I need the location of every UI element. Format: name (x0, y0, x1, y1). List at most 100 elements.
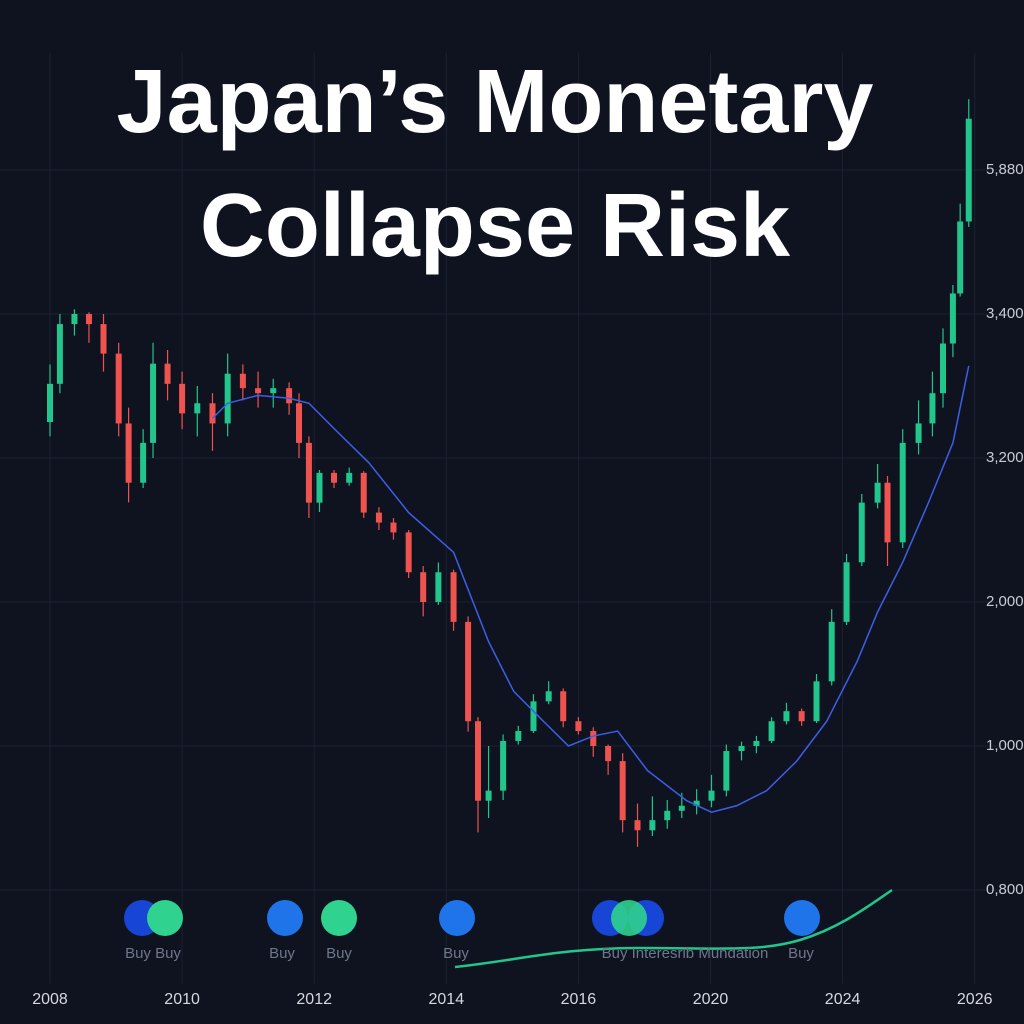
candle-body (530, 701, 537, 732)
candle-body (575, 721, 582, 732)
candle-body (179, 383, 186, 414)
candle-body (435, 572, 442, 602)
x-tick-label: 2020 (693, 991, 729, 1008)
y-tick-label: 1,000 (986, 737, 1024, 754)
annotation: Buy (269, 945, 295, 962)
marker (439, 900, 475, 936)
candle-body (125, 423, 132, 483)
candle-body (296, 403, 303, 443)
candle-body (209, 403, 216, 424)
marker (784, 900, 820, 936)
annotation: Buy (788, 945, 814, 962)
candle-body (71, 314, 78, 325)
candle-body (664, 810, 671, 821)
x-tick-label: 2016 (561, 991, 597, 1008)
signal-markers: Buy Buy Buy Buy Buy Buy Interesrib Muhda… (124, 900, 820, 962)
candle-body (768, 721, 775, 741)
candle-body (843, 562, 850, 622)
candle-body (485, 790, 492, 801)
candle-body (939, 343, 946, 394)
candle-body (929, 393, 936, 424)
candle-body (450, 572, 457, 622)
candle-body (47, 383, 53, 422)
candle-body (164, 363, 171, 384)
x-tick-label: 2026 (957, 991, 993, 1008)
annotation: Buy Buy (125, 945, 181, 962)
candle-body (949, 293, 956, 344)
y-tick-label: 2,000 (986, 593, 1024, 610)
candle-body (150, 363, 157, 443)
candle-body (678, 805, 685, 811)
candle-body (224, 373, 231, 424)
candle-body (286, 388, 293, 404)
x-tick-label: 2012 (296, 991, 332, 1008)
candle-body (305, 442, 312, 503)
candle-body (798, 711, 805, 722)
candle-body (874, 482, 881, 503)
candle-body (85, 314, 92, 325)
annotation: Buy (326, 945, 352, 962)
candle-body (500, 740, 507, 791)
candle-body (915, 423, 922, 443)
candle-body (239, 373, 246, 389)
candle-body (194, 403, 201, 414)
candle-body (708, 790, 715, 801)
candle-body (560, 691, 567, 722)
candle-body (634, 820, 641, 831)
candle-body (649, 820, 656, 831)
marker (147, 900, 183, 936)
candle-body (255, 388, 262, 394)
marker (611, 900, 647, 936)
y-tick-label: 3,200 (986, 449, 1024, 466)
x-tick-label: 2014 (429, 991, 465, 1008)
x-tick-label: 2008 (32, 991, 68, 1008)
marks (47, 99, 972, 847)
candle-body (957, 221, 964, 294)
candle-body (965, 118, 972, 222)
candle-body (813, 681, 820, 722)
candle-body (884, 482, 891, 543)
y-tick-label: 3,400 (986, 305, 1024, 322)
candle-body (723, 751, 730, 791)
candle-body (590, 731, 597, 746)
grid (0, 52, 1002, 984)
candle-body (115, 353, 122, 424)
candle-body (899, 442, 906, 543)
y-tick-label: 5,880 (986, 161, 1024, 178)
candle-body (100, 324, 107, 354)
annotation: Buy Interesrib Muhdation (602, 945, 769, 962)
candle-body (405, 532, 412, 573)
candle-body (515, 731, 522, 741)
marker (267, 900, 303, 936)
marker (321, 900, 357, 936)
candle-body (420, 572, 427, 602)
decor-curve (454, 888, 893, 969)
candle-body (858, 502, 865, 563)
candle-body (360, 472, 367, 513)
candle-body (346, 472, 353, 483)
candle-body (605, 746, 612, 762)
chart-title: Japan’s Monetary Collapse Risk (116, 52, 874, 276)
candle-body (140, 442, 147, 483)
candle-body (475, 721, 482, 801)
candle-body (390, 522, 397, 533)
y-tick-label: 0,800 (986, 881, 1024, 898)
x-tick-label: 2010 (164, 991, 200, 1008)
candle-body (270, 388, 277, 394)
candle-body (316, 472, 323, 503)
candle-body (619, 761, 626, 821)
candle-body (738, 746, 745, 752)
candle-body (753, 740, 760, 746)
candle-body (828, 621, 835, 682)
x-tick-label: 2024 (825, 991, 861, 1008)
candle-body (545, 691, 552, 702)
candle-body (693, 800, 700, 806)
candle-body (375, 512, 382, 523)
candle-body (331, 472, 338, 483)
candle-body (56, 324, 63, 384)
moving-average-line (211, 365, 970, 814)
candle-body (465, 621, 472, 722)
candle-body (783, 711, 790, 722)
